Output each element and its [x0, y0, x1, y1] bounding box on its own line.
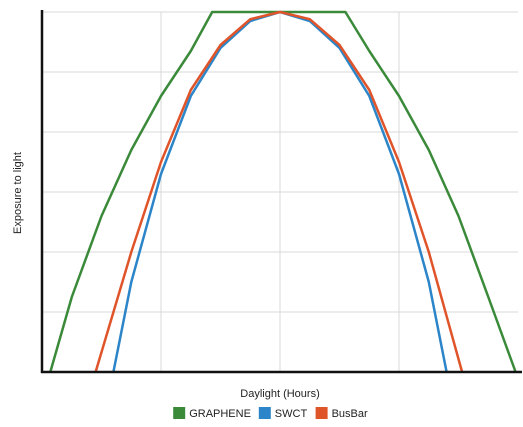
legend-label-graphene: GRAPHENE: [189, 408, 251, 420]
legend-label-busbar: BusBar: [332, 408, 368, 420]
legend-swatch-swct: [258, 407, 271, 419]
axes: [40, 10, 522, 374]
legend-label-swct: SWCT: [275, 408, 308, 420]
x-axis-title: Daylight (Hours): [240, 388, 319, 400]
series-line-busbar: [94, 10, 464, 373]
series-line-graphene: [49, 10, 517, 373]
legend: GRAPHENE SWCT BusBar: [173, 407, 368, 420]
legend-swatch-busbar: [315, 407, 328, 419]
y-axis-title: Exposure to light: [12, 152, 24, 234]
legend-swatch-graphene: [173, 407, 186, 419]
plot-area: [49, 10, 517, 373]
